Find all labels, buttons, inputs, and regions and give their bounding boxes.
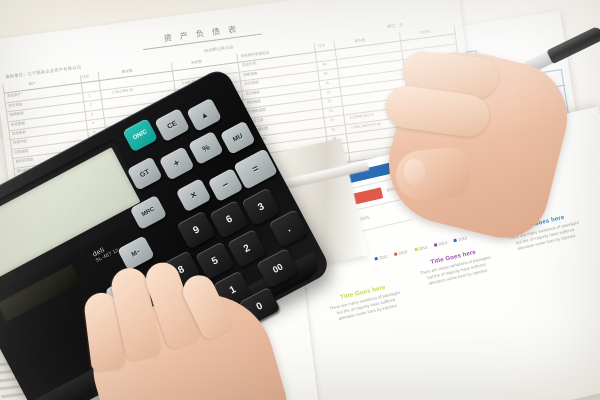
table-cell: 应付账款 [245,89,261,96]
legend-swatch [393,252,398,256]
table-cell: 短期借款 [242,71,258,78]
bal-col-head: 行次 [81,74,90,80]
legend-swatch [413,247,418,252]
table-cell: 1 [88,93,91,98]
bal-col-head: 行次 [317,43,326,49]
table-cell: 其他应收款 [15,157,34,164]
legend-item: 2013 [413,244,428,252]
bal-col-head: 年初数 [190,59,203,65]
legend-label: 2013 [418,244,428,252]
bal-col-head: 期末数 [354,38,366,44]
balance-sheet-title: 资 产 负 债 表 [141,20,263,51]
table-cell: 2,3(346,023.72 [349,112,374,120]
table-cell: 流动负债： [241,61,261,68]
table-cell: 2,062,965.32 [112,87,134,95]
table-cell: 应收账款 [14,148,29,155]
table-cell: 7,040,3403,010.44 [350,121,381,130]
chart-bar-label: 80% [359,214,370,222]
table-cell: 流动资产： [6,92,26,99]
legend-label: 2015 [457,235,468,243]
bal-col-head: 期末数 [121,68,133,75]
legend-swatch [453,238,458,243]
balance-sheet-date-line: 2018年12月31日 [203,44,234,54]
legend-item: 2012 [393,249,408,257]
table-cell: 应收票据 [10,120,26,127]
table-cell: 72 [327,99,332,104]
table-cell: 70 [324,80,330,86]
legend-item: 2011 [374,254,388,262]
table-cell: 应付票据 [244,80,259,87]
legend-swatch [433,243,438,247]
table-cell: 73 [328,108,333,114]
table-cell: 货币资金 [7,102,23,108]
bal-col-head: 资产 [28,81,36,87]
bal-col-head: 年初数 [418,29,431,35]
legend-label: 2012 [398,249,408,256]
table-cell: 2 [89,102,92,107]
table-cell: 71 [325,90,331,95]
bal-col-head: 负债和所有者权益 [240,50,270,59]
legend-item: 2015 [453,235,468,243]
legend-label: 2011 [378,253,389,261]
table-cell: 预收账款 [246,99,262,105]
table-cell: 短期投资 [9,111,24,118]
legend-item: 2014 [433,239,448,248]
table-cell: 应收利息 [12,139,28,146]
table-cell: 4 [91,121,95,126]
legend-label: 2014 [437,239,448,247]
table-cell: 74 [329,117,335,123]
table-cell: 3 [90,111,94,117]
legend-swatch [374,256,379,261]
table-cell: 应收股利 [11,130,27,136]
table-cell: 69 [323,71,328,76]
table-cell: 68 [322,62,327,67]
table-cell: 75 [330,127,336,132]
balance-sheet-unit-line: 单位：元 [386,22,404,30]
table-cell: 代销商品款 [247,107,267,115]
